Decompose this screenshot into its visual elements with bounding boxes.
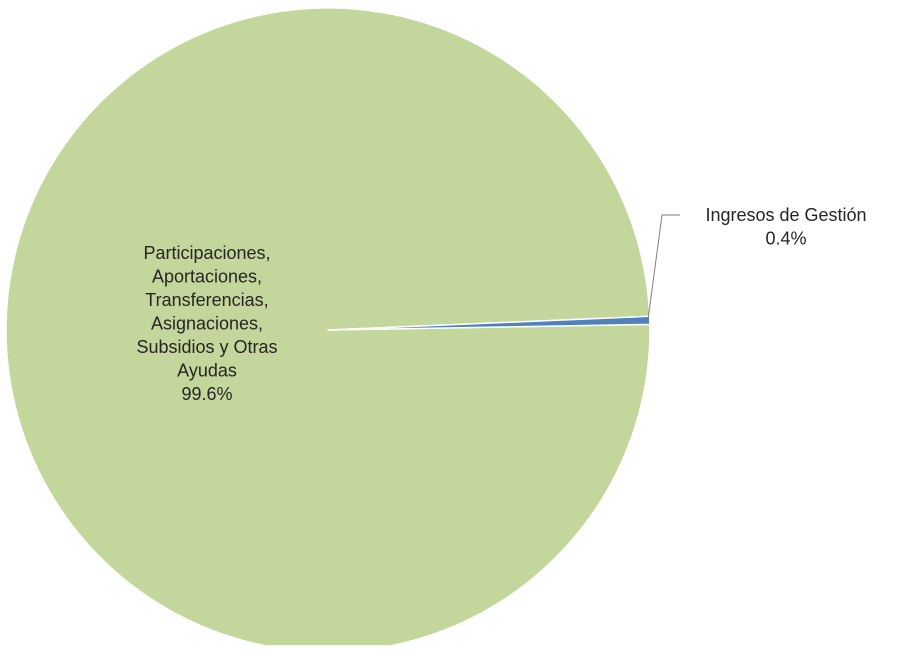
slice-participaciones-label: Participaciones, Aportaciones, Transferenc… <box>136 243 277 404</box>
labels-layer: Participaciones, Aportaciones, Transferenc… <box>136 205 866 404</box>
slice-participaciones-percent-label: 99.6% <box>181 384 232 404</box>
slice-ingresos-de-gestion-label: Ingresos de Gestión 0.4% <box>705 205 866 249</box>
slice-participaciones-label-line: Transferencias, <box>145 290 268 310</box>
pie-slice-participaciones <box>5 7 651 650</box>
slice-participaciones-label-line: Participaciones, <box>143 243 270 263</box>
slice-ingresos-de-gestion-label-line: Ingresos de Gestión <box>705 205 866 225</box>
slice-ingresos-de-gestion-percent-label: 0.4% <box>765 229 806 249</box>
leader-line-ingresos-de-gestion <box>647 214 680 321</box>
pie-slice-ingresos-de-gestion <box>327 315 651 331</box>
slice-participaciones-label-line: Ayudas <box>177 361 237 381</box>
slice-participaciones-label-line: Aportaciones, <box>152 267 262 287</box>
slice-participaciones-label-line: Subsidios y Otras <box>136 337 277 357</box>
slice-participaciones-label-line: Asignaciones, <box>151 314 263 334</box>
slices-layer <box>5 7 651 650</box>
